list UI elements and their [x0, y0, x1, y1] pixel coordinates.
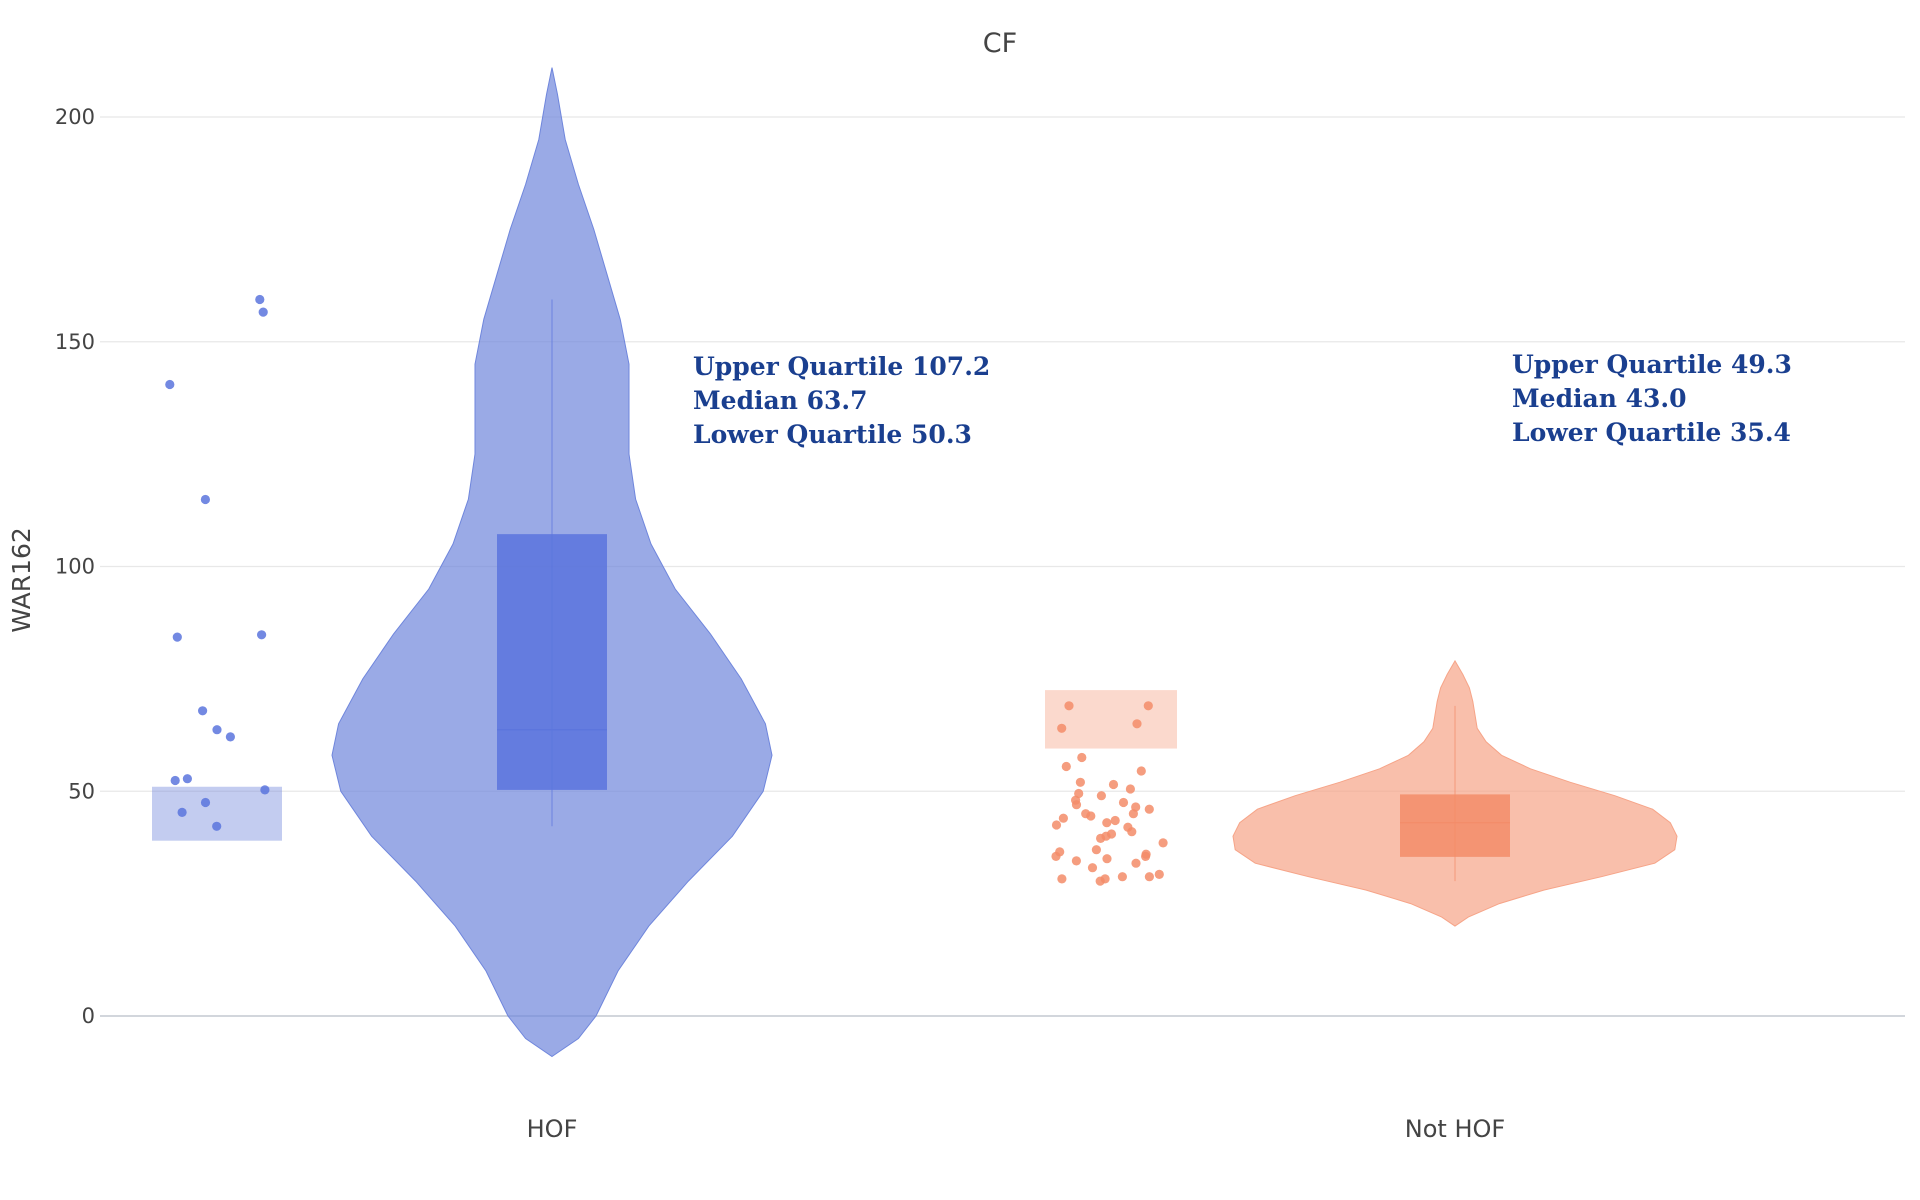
quartile-box-not-hof: [1400, 794, 1510, 857]
annotation-median-not-hof: Median 43.0: [1512, 384, 1687, 413]
y-ticks: 0 50 100 150 200: [55, 105, 95, 1028]
data-point-not-hof-21: [1110, 815, 1120, 826]
data-point-hof-4: [257, 630, 267, 640]
y-tick-label-150: 150: [55, 330, 95, 354]
data-point-not-hof-18: [1128, 809, 1138, 819]
data-point-hof-1: [258, 307, 268, 317]
data-point-hof-10: [170, 775, 180, 786]
grid: [100, 116, 1905, 1017]
annotation-lower-not-hof: Lower Quartile 35.4: [1512, 418, 1791, 447]
data-point-not-hof-38: [1087, 863, 1098, 873]
data-point-not-hof-2: [1132, 719, 1142, 729]
data-point-not-hof-0: [1064, 701, 1074, 711]
data-point-not-hof-1: [1143, 701, 1153, 711]
data-point-not-hof-5: [1061, 761, 1071, 772]
annotation-upper-not-hof: Upper Quartile 49.3: [1512, 350, 1792, 379]
data-point-hof-14: [212, 821, 222, 831]
data-point-not-hof-16: [1144, 804, 1154, 814]
series-layer: [152, 67, 1678, 1058]
annotation-lower-hof: Lower Quartile 50.3: [693, 420, 972, 449]
data-point-not-hof-22: [1102, 818, 1112, 828]
data-point-not-hof-35: [1102, 854, 1112, 864]
data-point-not-hof-29: [1158, 838, 1168, 848]
data-point-not-hof-36: [1071, 856, 1081, 866]
annotations: Upper Quartile 107.2 Median 63.7 Lower Qua…: [693, 350, 1792, 449]
data-point-not-hof-9: [1125, 784, 1135, 794]
data-point-not-hof-3: [1057, 723, 1067, 733]
data-point-hof-7: [212, 725, 222, 735]
data-point-not-hof-4: [1077, 752, 1087, 763]
data-point-hof-12: [200, 797, 211, 808]
point-box-not-hof: [1045, 690, 1177, 749]
data-point-hof-9: [182, 774, 192, 784]
data-point-hof-6: [198, 706, 208, 716]
series-not-hof: [1045, 659, 1678, 927]
quartile-box-hof: [497, 534, 607, 790]
data-point-not-hof-14: [1071, 800, 1082, 810]
y-tick-label-100: 100: [55, 555, 95, 579]
data-point-not-hof-6: [1136, 766, 1146, 776]
data-point-not-hof-20: [1058, 813, 1068, 823]
data-point-not-hof-43: [1057, 874, 1067, 884]
data-point-not-hof-37: [1131, 858, 1141, 868]
data-point-not-hof-30: [1091, 845, 1101, 855]
data-point-hof-0: [255, 294, 265, 305]
x-tick-label-hof: HOF: [527, 1115, 578, 1143]
y-tick-label-0: 0: [82, 1004, 95, 1028]
data-point-not-hof-34: [1051, 851, 1061, 862]
y-tick-label-200: 200: [55, 105, 95, 129]
data-point-not-hof-28: [1096, 833, 1106, 844]
data-point-not-hof-23: [1051, 820, 1062, 830]
series-hof: [152, 67, 773, 1058]
data-point-hof-2: [165, 379, 175, 390]
data-point-not-hof-7: [1075, 777, 1085, 787]
y-axis-label: WAR162: [7, 527, 36, 633]
data-point-not-hof-33: [1141, 851, 1151, 862]
data-point-not-hof-39: [1154, 869, 1164, 880]
data-point-not-hof-19: [1086, 811, 1096, 821]
x-ticks: HOF Not HOF: [527, 1115, 1506, 1143]
data-point-not-hof-40: [1117, 872, 1127, 882]
data-point-not-hof-41: [1144, 872, 1154, 882]
y-tick-label-50: 50: [68, 779, 95, 803]
x-tick-label-not-hof: Not HOF: [1405, 1115, 1505, 1143]
point-box-hof: [152, 786, 282, 841]
data-point-hof-8: [225, 732, 235, 742]
chart-title: CF: [983, 28, 1017, 59]
data-point-not-hof-44: [1095, 876, 1105, 886]
annotation-median-hof: Median 63.7: [693, 386, 868, 415]
data-point-hof-3: [200, 494, 210, 505]
data-point-not-hof-13: [1118, 797, 1129, 808]
data-point-not-hof-25: [1127, 827, 1137, 837]
data-point-not-hof-11: [1096, 791, 1106, 801]
data-point-hof-5: [172, 632, 182, 642]
annotation-upper-hof: Upper Quartile 107.2: [693, 352, 990, 381]
data-point-hof-13: [177, 807, 187, 818]
data-point-not-hof-8: [1108, 779, 1119, 790]
data-point-hof-11: [260, 785, 270, 795]
